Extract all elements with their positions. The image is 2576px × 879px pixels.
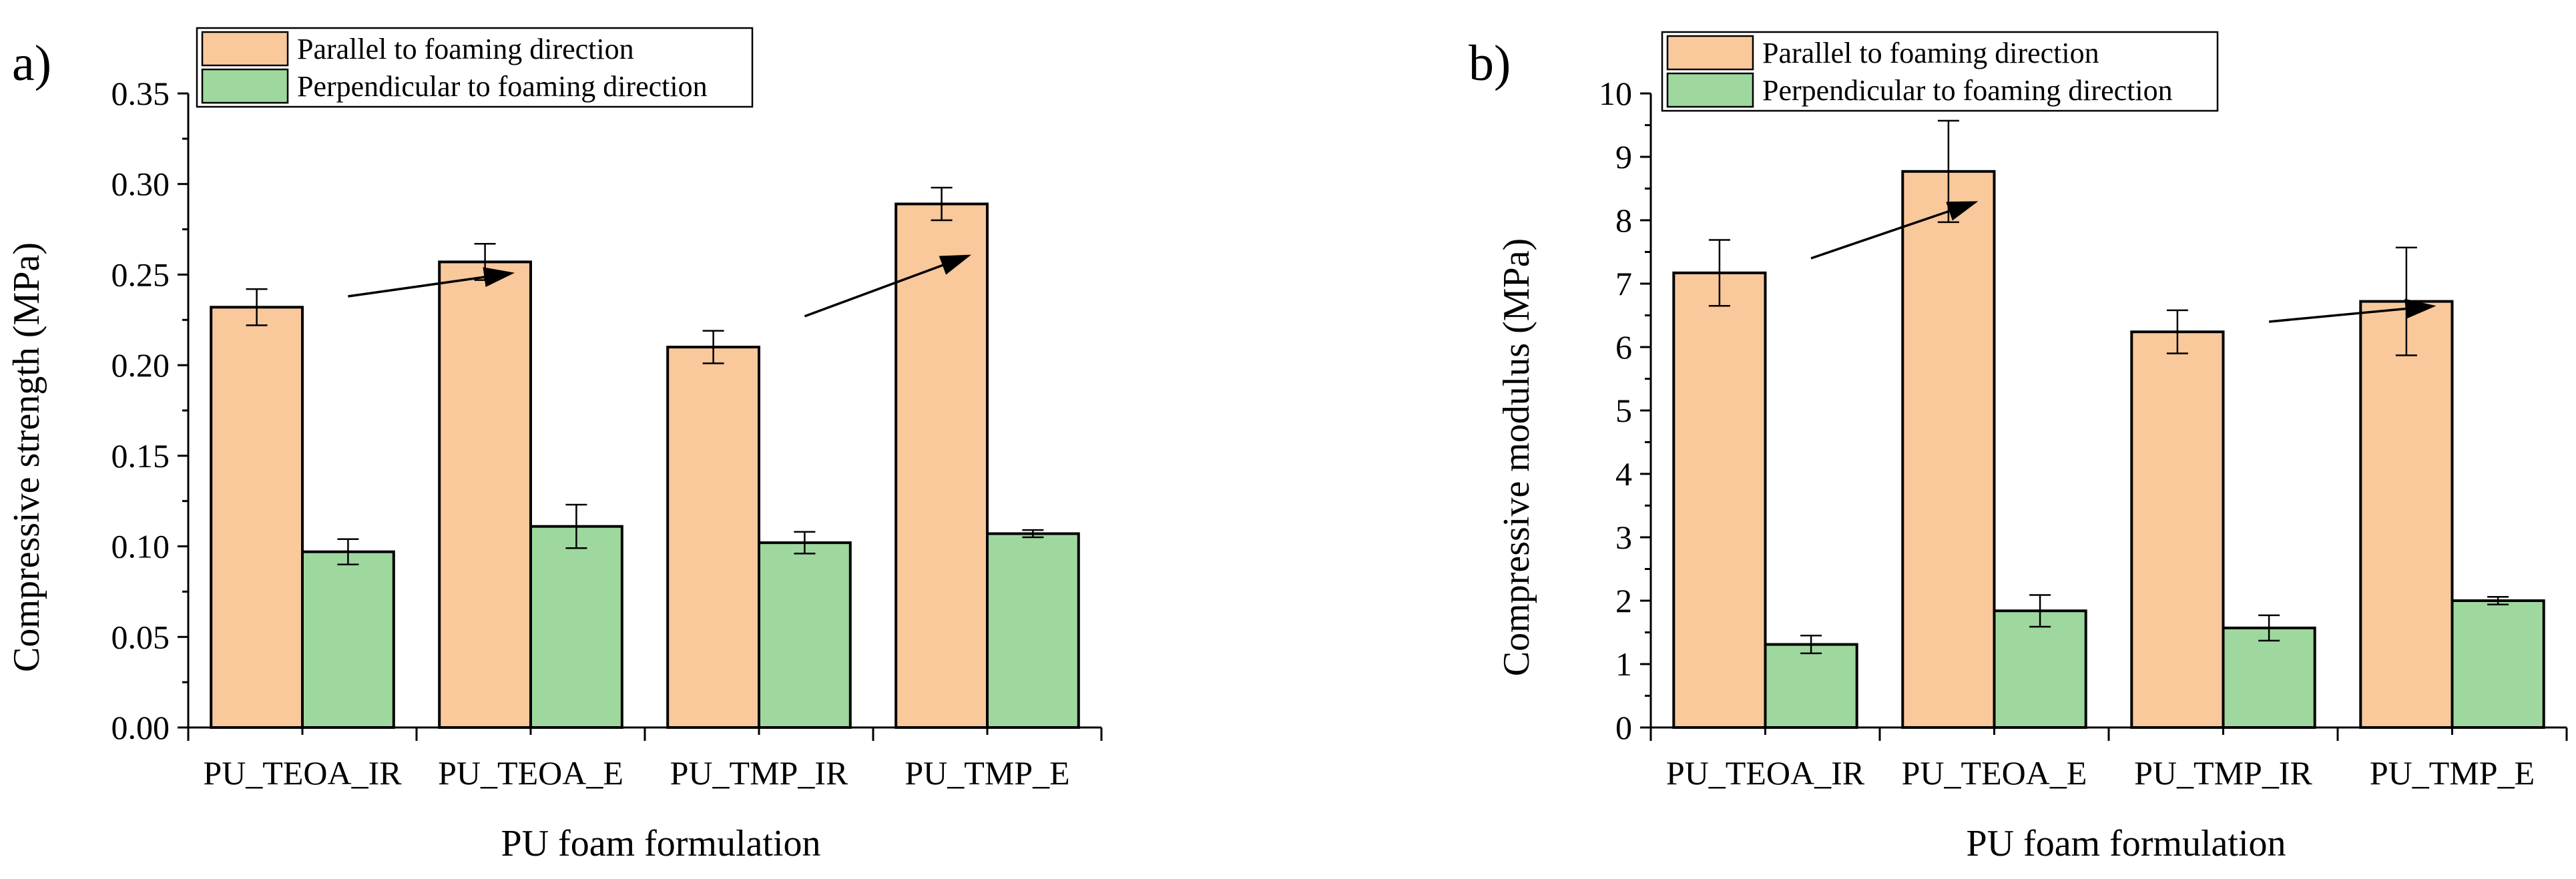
arrow-shaft (2268, 307, 2406, 323)
x-axis-title: PU foam formulation (501, 823, 820, 864)
error-bar (246, 288, 268, 326)
bar (986, 532, 1080, 729)
y-tick-label: 4 (1615, 455, 1632, 493)
chart-panel-a: a) Compressive strength (MPa) PU foam fo… (6, 27, 1103, 864)
bar (210, 306, 304, 729)
x-tick-label: PU_TMP_E (905, 754, 1069, 792)
bar (529, 525, 623, 729)
error-bar (565, 503, 587, 549)
arrow-head (1946, 201, 1979, 221)
arrow-head (939, 254, 972, 275)
panel-label: b) (1469, 35, 1511, 91)
error-bar (1708, 239, 1730, 307)
bar (758, 541, 852, 729)
legend-swatch (201, 68, 289, 104)
y-axis-title: Compressive modulus (MPa) (1496, 238, 1537, 676)
x-tick-label: PU_TEOA_E (438, 754, 623, 792)
error-bar (1800, 635, 1822, 655)
legend-swatch (1666, 35, 1754, 71)
x-tick-label: PU_TEOA_E (1902, 754, 2087, 792)
y-tick-label: 2 (1615, 582, 1632, 619)
x-tick-label: PU_TEOA_IR (203, 754, 402, 792)
arrow-annotation (2268, 298, 2436, 323)
error-bar (2487, 596, 2509, 605)
x-tick-label: PU_TMP_IR (2134, 754, 2312, 792)
y-tick-label: 0.30 (111, 166, 170, 203)
error-bar (2258, 614, 2280, 642)
legend-swatch (201, 31, 289, 67)
bar (2130, 330, 2225, 729)
arrow-annotation (804, 254, 972, 318)
legend-swatch (1666, 72, 1754, 108)
y-tick-label: 3 (1615, 519, 1632, 556)
x-axis-title: PU foam formulation (1966, 823, 2286, 864)
x-tick-label: PU_TMP_E (2370, 754, 2535, 792)
y-tick-label: 0.00 (111, 709, 170, 746)
arrow-head (483, 267, 515, 288)
bar (2222, 626, 2316, 729)
legend-label: Parallel to foaming direction (297, 33, 634, 65)
y-tick-label: 0.05 (111, 618, 170, 655)
error-bar (931, 186, 953, 222)
bar (1764, 643, 1858, 729)
error-bar (2166, 309, 2188, 354)
y-tick-label: 5 (1615, 392, 1632, 429)
legend-label: Parallel to foaming direction (1762, 37, 2099, 69)
x-tick-label: PU_TEOA_IR (1666, 754, 1865, 792)
legend: Parallel to foaming direction Perpendicul… (196, 27, 754, 108)
arrow-annotation (348, 267, 515, 298)
y-tick-label: 0.35 (111, 75, 170, 112)
y-tick-label: 1 (1615, 645, 1632, 683)
y-tick-label: 9 (1615, 138, 1632, 176)
panel-label: a) (12, 35, 51, 91)
y-tick-label: 0.10 (111, 528, 170, 565)
bar (1672, 271, 1767, 729)
bar (894, 202, 989, 729)
bar (666, 346, 761, 729)
bar (1993, 609, 2087, 729)
arrow-shaft (348, 276, 485, 298)
arrow-head (2404, 298, 2436, 319)
arrow-annotation (1810, 201, 1979, 260)
legend-frame (196, 27, 754, 108)
legend-label: Perpendicular to foaming direction (297, 70, 708, 103)
y-tick-label: 6 (1615, 328, 1632, 366)
bar (2359, 300, 2454, 729)
bar (301, 550, 395, 729)
error-bar (702, 330, 724, 364)
legend-frame (1661, 31, 2219, 112)
x-tick-label: PU_TMP_IR (670, 754, 848, 792)
y-tick-label: 10 (1599, 75, 1632, 112)
error-bar (1022, 529, 1044, 539)
legend: Parallel to foaming direction Perpendicul… (1661, 31, 2219, 112)
error-bar (337, 538, 359, 565)
chart-panel-b: b) Compressive modulus (MPa) PU foam for… (1469, 31, 2568, 864)
arrow-shaft (1810, 210, 1950, 260)
legend-label: Perpendicular to foaming direction (1762, 74, 2173, 107)
bar (438, 260, 533, 729)
y-tick-label: 0.25 (111, 256, 170, 293)
error-bar (2029, 594, 2051, 628)
y-axis-title: Compressive strength (MPa) (6, 242, 47, 672)
y-tick-label: 0.20 (111, 346, 170, 384)
error-bar (794, 531, 816, 555)
y-tick-label: 0 (1615, 709, 1632, 746)
bar (1901, 170, 1996, 729)
y-tick-label: 8 (1615, 202, 1632, 239)
y-tick-label: 0.15 (111, 437, 170, 475)
arrow-shaft (804, 264, 943, 318)
y-tick-label: 7 (1615, 265, 1632, 302)
bar (2451, 599, 2545, 729)
